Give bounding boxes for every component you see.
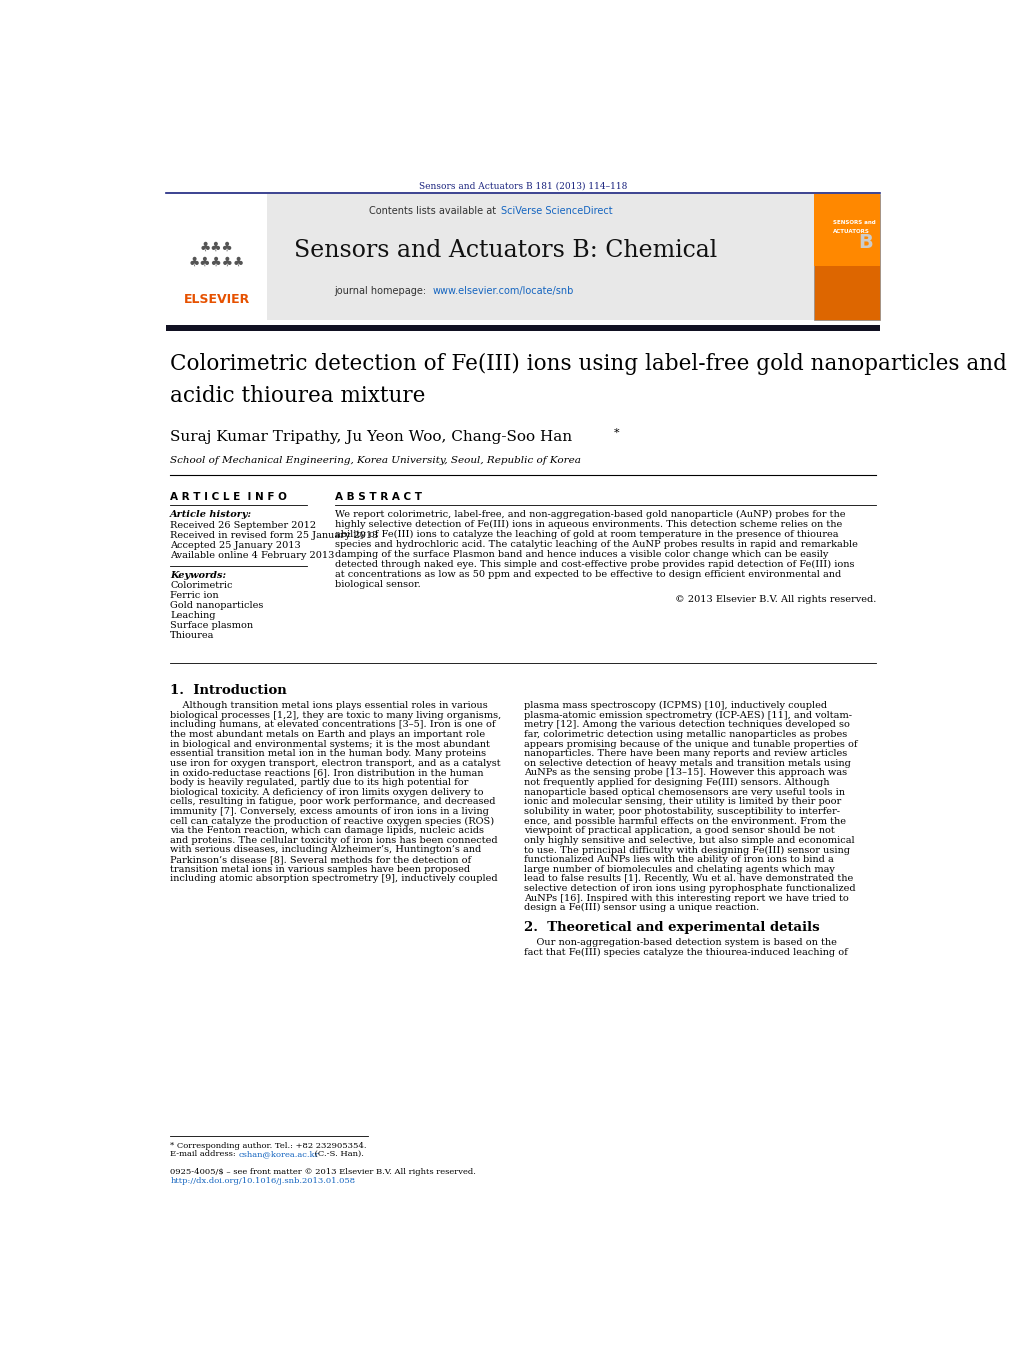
Text: the most abundant metals on Earth and plays an important role: the most abundant metals on Earth and pl… xyxy=(171,730,485,739)
Text: Our non-aggregation-based detection system is based on the: Our non-aggregation-based detection syst… xyxy=(524,939,836,947)
Text: ionic and molecular sensing, their utility is limited by their poor: ionic and molecular sensing, their utili… xyxy=(524,797,841,807)
Text: use iron for oxygen transport, electron transport, and as a catalyst: use iron for oxygen transport, electron … xyxy=(171,759,501,767)
Text: ability of Fe(III) ions to catalyze the leaching of gold at room temperature in : ability of Fe(III) ions to catalyze the … xyxy=(335,530,839,539)
Text: highly selective detection of Fe(III) ions in aqueous environments. This detecti: highly selective detection of Fe(III) io… xyxy=(335,520,842,530)
Text: metry [12]. Among the various detection techniques developed so: metry [12]. Among the various detection … xyxy=(524,720,849,730)
Text: Received 26 September 2012: Received 26 September 2012 xyxy=(171,521,317,530)
Text: with serious diseases, including Alzheimer’s, Huntington’s and: with serious diseases, including Alzheim… xyxy=(171,846,482,854)
Text: Colorimetric: Colorimetric xyxy=(171,581,233,590)
Bar xyxy=(166,195,815,320)
Text: 2.  Theoretical and experimental details: 2. Theoretical and experimental details xyxy=(524,920,819,934)
Text: 0925-4005/$ – see front matter © 2013 Elsevier B.V. All rights reserved.: 0925-4005/$ – see front matter © 2013 El… xyxy=(171,1167,476,1175)
Bar xyxy=(166,326,880,331)
Text: damping of the surface Plasmon band and hence induces a visible color change whi: damping of the surface Plasmon band and … xyxy=(335,550,829,559)
Text: body is heavily regulated, partly due to its high potential for: body is heavily regulated, partly due to… xyxy=(171,778,469,788)
Text: * Corresponding author. Tel.: +82 232905354.: * Corresponding author. Tel.: +82 232905… xyxy=(171,1142,367,1150)
Text: at concentrations as low as 50 ppm and expected to be effective to design effici: at concentrations as low as 50 ppm and e… xyxy=(335,570,841,580)
Text: Parkinson’s disease [8]. Several methods for the detection of: Parkinson’s disease [8]. Several methods… xyxy=(171,855,472,865)
Text: Received in revised form 25 January 2013: Received in revised form 25 January 2013 xyxy=(171,531,379,540)
Text: AuNPs [16]. Inspired with this interesting report we have tried to: AuNPs [16]. Inspired with this interesti… xyxy=(524,893,848,902)
Text: to use. The principal difficulty with designing Fe(III) sensor using: to use. The principal difficulty with de… xyxy=(524,846,849,855)
Text: SENSORS and: SENSORS and xyxy=(833,220,876,224)
Text: large number of biomolecules and chelating agents which may: large number of biomolecules and chelati… xyxy=(524,865,834,874)
Text: 1.  Introduction: 1. Introduction xyxy=(171,684,287,697)
Text: Article history:: Article history: xyxy=(171,511,252,519)
Text: Available online 4 February 2013: Available online 4 February 2013 xyxy=(171,551,335,559)
Text: immunity [7]. Conversely, excess amounts of iron ions in a living: immunity [7]. Conversely, excess amounts… xyxy=(171,807,489,816)
Text: nanoparticle based optical chemosensors are very useful tools in: nanoparticle based optical chemosensors … xyxy=(524,788,844,797)
Text: Although transition metal ions plays essential roles in various: Although transition metal ions plays ess… xyxy=(171,701,488,711)
Text: appears promising because of the unique and tunable properties of: appears promising because of the unique … xyxy=(524,739,858,748)
Text: cshan@korea.ac.kr: cshan@korea.ac.kr xyxy=(239,1150,320,1158)
Text: including atomic absorption spectrometry [9], inductively coupled: including atomic absorption spectrometry… xyxy=(171,874,498,884)
Text: plasma mass spectroscopy (ICPMS) [10], inductively coupled: plasma mass spectroscopy (ICPMS) [10], i… xyxy=(524,701,827,711)
Text: Leaching: Leaching xyxy=(171,611,215,620)
Text: essential transition metal ion in the human body. Many proteins: essential transition metal ion in the hu… xyxy=(171,750,486,758)
Text: E-mail address:: E-mail address: xyxy=(171,1150,239,1158)
Text: solubility in water, poor photostability, susceptibility to interfer-: solubility in water, poor photostability… xyxy=(524,807,839,816)
Text: B: B xyxy=(858,234,873,253)
Text: Sensors and Actuators B: Chemical: Sensors and Actuators B: Chemical xyxy=(294,239,718,262)
Text: Surface plasmon: Surface plasmon xyxy=(171,621,253,630)
Text: © 2013 Elsevier B.V. All rights reserved.: © 2013 Elsevier B.V. All rights reserved… xyxy=(675,594,876,604)
Text: http://dx.doi.org/10.1016/j.snb.2013.01.058: http://dx.doi.org/10.1016/j.snb.2013.01.… xyxy=(171,1177,355,1185)
Text: ♣♣♣
♣♣♣♣♣: ♣♣♣ ♣♣♣♣♣ xyxy=(189,240,245,269)
Text: School of Mechanical Engineering, Korea University, Seoul, Republic of Korea: School of Mechanical Engineering, Korea … xyxy=(171,457,581,465)
Text: plasma-atomic emission spectrometry (ICP-AES) [11], and voltam-: plasma-atomic emission spectrometry (ICP… xyxy=(524,711,852,720)
Text: functionalized AuNPs lies with the ability of iron ions to bind a: functionalized AuNPs lies with the abili… xyxy=(524,855,833,865)
Text: biological toxicity. A deficiency of iron limits oxygen delivery to: biological toxicity. A deficiency of iro… xyxy=(171,788,484,797)
Text: detected through naked eye. This simple and cost-effective probe provides rapid : detected through naked eye. This simple … xyxy=(335,561,855,569)
Text: ACTUATORS: ACTUATORS xyxy=(833,228,870,234)
Text: SciVerse ScienceDirect: SciVerse ScienceDirect xyxy=(501,205,613,216)
Text: in oxido-reductase reactions [6]. Iron distribution in the human: in oxido-reductase reactions [6]. Iron d… xyxy=(171,769,484,777)
Text: selective detection of iron ions using pyrophosphate functionalized: selective detection of iron ions using p… xyxy=(524,884,856,893)
Text: AuNPs as the sensing probe [13–15]. However this approach was: AuNPs as the sensing probe [13–15]. Howe… xyxy=(524,769,846,777)
Text: (C.-S. Han).: (C.-S. Han). xyxy=(312,1150,363,1158)
Text: viewpoint of practical application, a good sensor should be not: viewpoint of practical application, a go… xyxy=(524,827,834,835)
Text: in biological and environmental systems; it is the most abundant: in biological and environmental systems;… xyxy=(171,739,490,748)
Text: design a Fe(III) sensor using a unique reaction.: design a Fe(III) sensor using a unique r… xyxy=(524,904,759,912)
Text: Accepted 25 January 2013: Accepted 25 January 2013 xyxy=(171,540,301,550)
Text: Contents lists available at: Contents lists available at xyxy=(370,205,499,216)
Text: nanoparticles. There have been many reports and review articles: nanoparticles. There have been many repo… xyxy=(524,750,846,758)
Text: Suraj Kumar Tripathy, Ju Yeon Woo, Chang-Soo Han: Suraj Kumar Tripathy, Ju Yeon Woo, Chang… xyxy=(171,430,573,444)
Text: not frequently applied for designing Fe(III) sensors. Although: not frequently applied for designing Fe(… xyxy=(524,778,829,788)
Bar xyxy=(815,195,880,320)
Bar xyxy=(815,195,880,266)
Text: and proteins. The cellular toxicity of iron ions has been connected: and proteins. The cellular toxicity of i… xyxy=(171,836,498,844)
Bar xyxy=(166,195,268,320)
Text: species and hydrochloric acid. The catalytic leaching of the AuNP probes results: species and hydrochloric acid. The catal… xyxy=(335,540,859,550)
Text: www.elsevier.com/locate/snb: www.elsevier.com/locate/snb xyxy=(432,285,574,296)
Text: journal homepage:: journal homepage: xyxy=(335,285,430,296)
Text: fact that Fe(III) species catalyze the thiourea-induced leaching of: fact that Fe(III) species catalyze the t… xyxy=(524,948,847,958)
Text: via the Fenton reaction, which can damage lipids, nucleic acids: via the Fenton reaction, which can damag… xyxy=(171,827,484,835)
Text: cell can catalyze the production of reactive oxygen species (ROS): cell can catalyze the production of reac… xyxy=(171,816,494,825)
Text: transition metal ions in various samples have been proposed: transition metal ions in various samples… xyxy=(171,865,471,874)
Text: on selective detection of heavy metals and transition metals using: on selective detection of heavy metals a… xyxy=(524,759,850,767)
Text: Keywords:: Keywords: xyxy=(171,571,227,580)
Text: far, colorimetric detection using metallic nanoparticles as probes: far, colorimetric detection using metall… xyxy=(524,730,846,739)
Text: biological processes [1,2], they are toxic to many living organisms,: biological processes [1,2], they are tox… xyxy=(171,711,501,720)
Text: Sensors and Actuators B 181 (2013) 114–118: Sensors and Actuators B 181 (2013) 114–1… xyxy=(419,181,628,190)
Text: ence, and possible harmful effects on the environment. From the: ence, and possible harmful effects on th… xyxy=(524,816,845,825)
Text: *: * xyxy=(614,428,619,438)
Text: Thiourea: Thiourea xyxy=(171,631,214,640)
Text: Colorimetric detection of Fe(III) ions using label-free gold nanoparticles and: Colorimetric detection of Fe(III) ions u… xyxy=(171,353,1007,376)
Text: cells, resulting in fatigue, poor work performance, and decreased: cells, resulting in fatigue, poor work p… xyxy=(171,797,496,807)
Text: We report colorimetric, label-free, and non-aggregation-based gold nanoparticle : We report colorimetric, label-free, and … xyxy=(335,511,845,519)
Text: biological sensor.: biological sensor. xyxy=(335,580,421,589)
Text: only highly sensitive and selective, but also simple and economical: only highly sensitive and selective, but… xyxy=(524,836,855,844)
Text: ELSEVIER: ELSEVIER xyxy=(184,293,250,305)
Text: including humans, at elevated concentrations [3–5]. Iron is one of: including humans, at elevated concentrat… xyxy=(171,720,496,730)
Text: A B S T R A C T: A B S T R A C T xyxy=(335,492,423,501)
Text: acidic thiourea mixture: acidic thiourea mixture xyxy=(171,385,426,408)
Text: Gold nanoparticles: Gold nanoparticles xyxy=(171,601,263,611)
Text: A R T I C L E  I N F O: A R T I C L E I N F O xyxy=(171,492,287,501)
Text: lead to false results [1]. Recently, Wu et al. have demonstrated the: lead to false results [1]. Recently, Wu … xyxy=(524,874,853,884)
Text: Ferric ion: Ferric ion xyxy=(171,590,218,600)
